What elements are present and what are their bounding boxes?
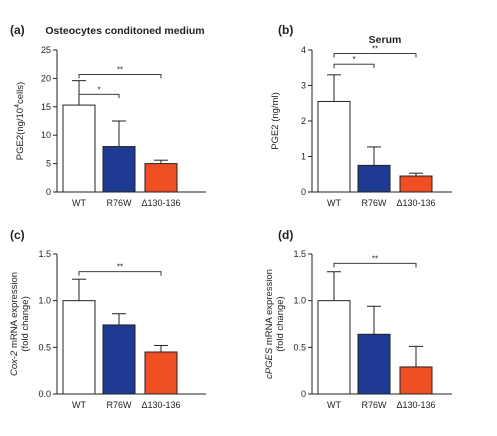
panel-c-category-label: R76W — [106, 400, 132, 410]
panel-d-bar-r76w — [357, 333, 391, 395]
panel-d-y-label: cPGES mRNA expression(fold change) — [264, 269, 286, 379]
panel-a-y-tick-label: 15 — [41, 102, 51, 112]
panel-d-significance-label: ** — [372, 254, 378, 263]
panel-c-bar-d130-136 — [144, 351, 178, 395]
panel-a-y-label-part: PGE2(ng/10 — [15, 108, 26, 160]
panel-a-significance-bracket — [78, 73, 162, 79]
panel-c: (c) 0.0 0.5 1.0 1.5 Cox-2 mRNA expression(fol… — [9, 228, 206, 410]
panel-c-y-label-line1: Cox-2 mRNA expression — [9, 272, 20, 376]
panel-b-letter: (b) — [278, 23, 293, 37]
panel-a-bar-r76w — [102, 146, 136, 193]
panel-c-letter: (c) — [10, 228, 25, 242]
panel-c-significance-bracket — [78, 271, 162, 276]
panel-d-y-label-line2: (fold change) — [275, 296, 286, 351]
panel-a-y-tick-label: 5 — [46, 159, 51, 169]
panel-d-bar-d130-136 — [399, 366, 433, 395]
panel-b-significance-label: * — [352, 55, 355, 64]
panel-b-bar-d130-136 — [399, 175, 433, 193]
panel-c-y-label-line2: (fold change) — [20, 296, 31, 351]
panel-c-significance-label: ** — [117, 263, 123, 272]
panel-c-category-label: Δ130-136 — [141, 400, 180, 410]
panel-b-significance-bracket — [333, 63, 375, 69]
panel-d-y-label-gene: cPGES — [264, 347, 275, 379]
panel-a-bar-wt — [62, 104, 96, 193]
panel-a-category-label: Δ130-136 — [141, 198, 180, 208]
panel-a-category-label: R76W — [106, 198, 132, 208]
panel-c-y-tick-label: 0.5 — [38, 342, 51, 352]
panel-d-bar-wt — [317, 300, 351, 395]
panel-a-significance-label: * — [97, 85, 100, 94]
panel-c-category-label: WT — [72, 400, 86, 410]
panel-b-y-tick-label: 2 — [301, 116, 306, 126]
panel-a-y-tick-label: 25 — [41, 45, 51, 55]
panel-b-y-tick-label: 4 — [301, 45, 306, 55]
panel-b-y-tick-label: 3 — [301, 81, 306, 91]
panel-b-bar-r76w — [357, 164, 391, 193]
panel-a-y-label-part: cells) — [15, 82, 26, 104]
panel-d-y-tick-label: 1.0 — [293, 296, 306, 306]
panel-b-category-label: Δ130-136 — [396, 198, 435, 208]
panel-c-y-tick-label: 0.0 — [38, 389, 51, 399]
panel-b-category-label: R76W — [361, 198, 387, 208]
panel-a-y-tick-label: 20 — [41, 73, 51, 83]
panel-a-y-tick-label: 0 — [46, 187, 51, 197]
panel-d-letter: (d) — [278, 228, 293, 242]
panel-d-y-tick-label: 0.5 — [293, 342, 306, 352]
panel-b-y-tick-label: 1 — [301, 152, 306, 162]
panel-c-bar-r76w — [102, 324, 136, 395]
panel-a-y-label: PGE2(ng/104cells) — [14, 82, 26, 160]
panel-d-y-label-line1: cPGES mRNA expression — [264, 269, 275, 379]
panel-d-category-label: Δ130-136 — [396, 400, 435, 410]
panel-b: (b) Serum 0 1 2 3 4 PGE2 (ng/ml) WT R76W Δ130-136 *… — [270, 23, 452, 208]
panel-a-letter: (a) — [10, 23, 25, 37]
panel-b-significance-bracket — [333, 53, 417, 58]
panel-a-y-tick-label: 10 — [41, 130, 51, 140]
panel-d-y-tick-label: 0 — [301, 389, 306, 399]
panel-b-y-label: PGE2 (ng/ml) — [270, 92, 281, 150]
panel-a: (a) Osteocytes conditoned medium 0 5 10 15 20 2… — [10, 23, 206, 208]
panel-d-category-label: R76W — [361, 400, 387, 410]
panel-d-category-label: WT — [327, 400, 341, 410]
panel-b-bar-wt — [317, 100, 351, 193]
panel-c-y-tick-label: 1.0 — [38, 296, 51, 306]
panel-a-bar-d130-136 — [144, 163, 178, 193]
panel-a-title: Osteocytes conditoned medium — [45, 25, 204, 37]
panel-d-y-label-part: mRNA expression — [264, 269, 275, 348]
panel-c-y-label-part: mRNA expression — [9, 272, 20, 351]
panel-a-significance-bracket — [78, 93, 120, 99]
panel-b-significance-label: ** — [372, 45, 378, 54]
panel-c-bar-wt — [62, 300, 96, 395]
panel-d-y-tick-label: 1.5 — [293, 249, 306, 259]
panel-d: (d) 0 0.5 1.0 1.5 cPGES mRNA expression(fold … — [264, 228, 452, 410]
panel-b-category-label: WT — [327, 198, 341, 208]
panel-d-significance-bracket — [333, 262, 417, 268]
panel-c-y-label: Cox-2 mRNA expression(fold change) — [9, 272, 31, 376]
panel-c-y-label-gene: Cox-2 — [9, 350, 20, 376]
panel-a-y-label-sup: 4 — [14, 104, 21, 108]
panel-b-title: Serum — [369, 34, 402, 46]
panel-a-category-label: WT — [72, 198, 86, 208]
panel-c-y-tick-label: 1.5 — [38, 249, 51, 259]
panel-a-significance-label: ** — [117, 65, 123, 74]
panel-b-y-tick-label: 0 — [301, 187, 306, 197]
